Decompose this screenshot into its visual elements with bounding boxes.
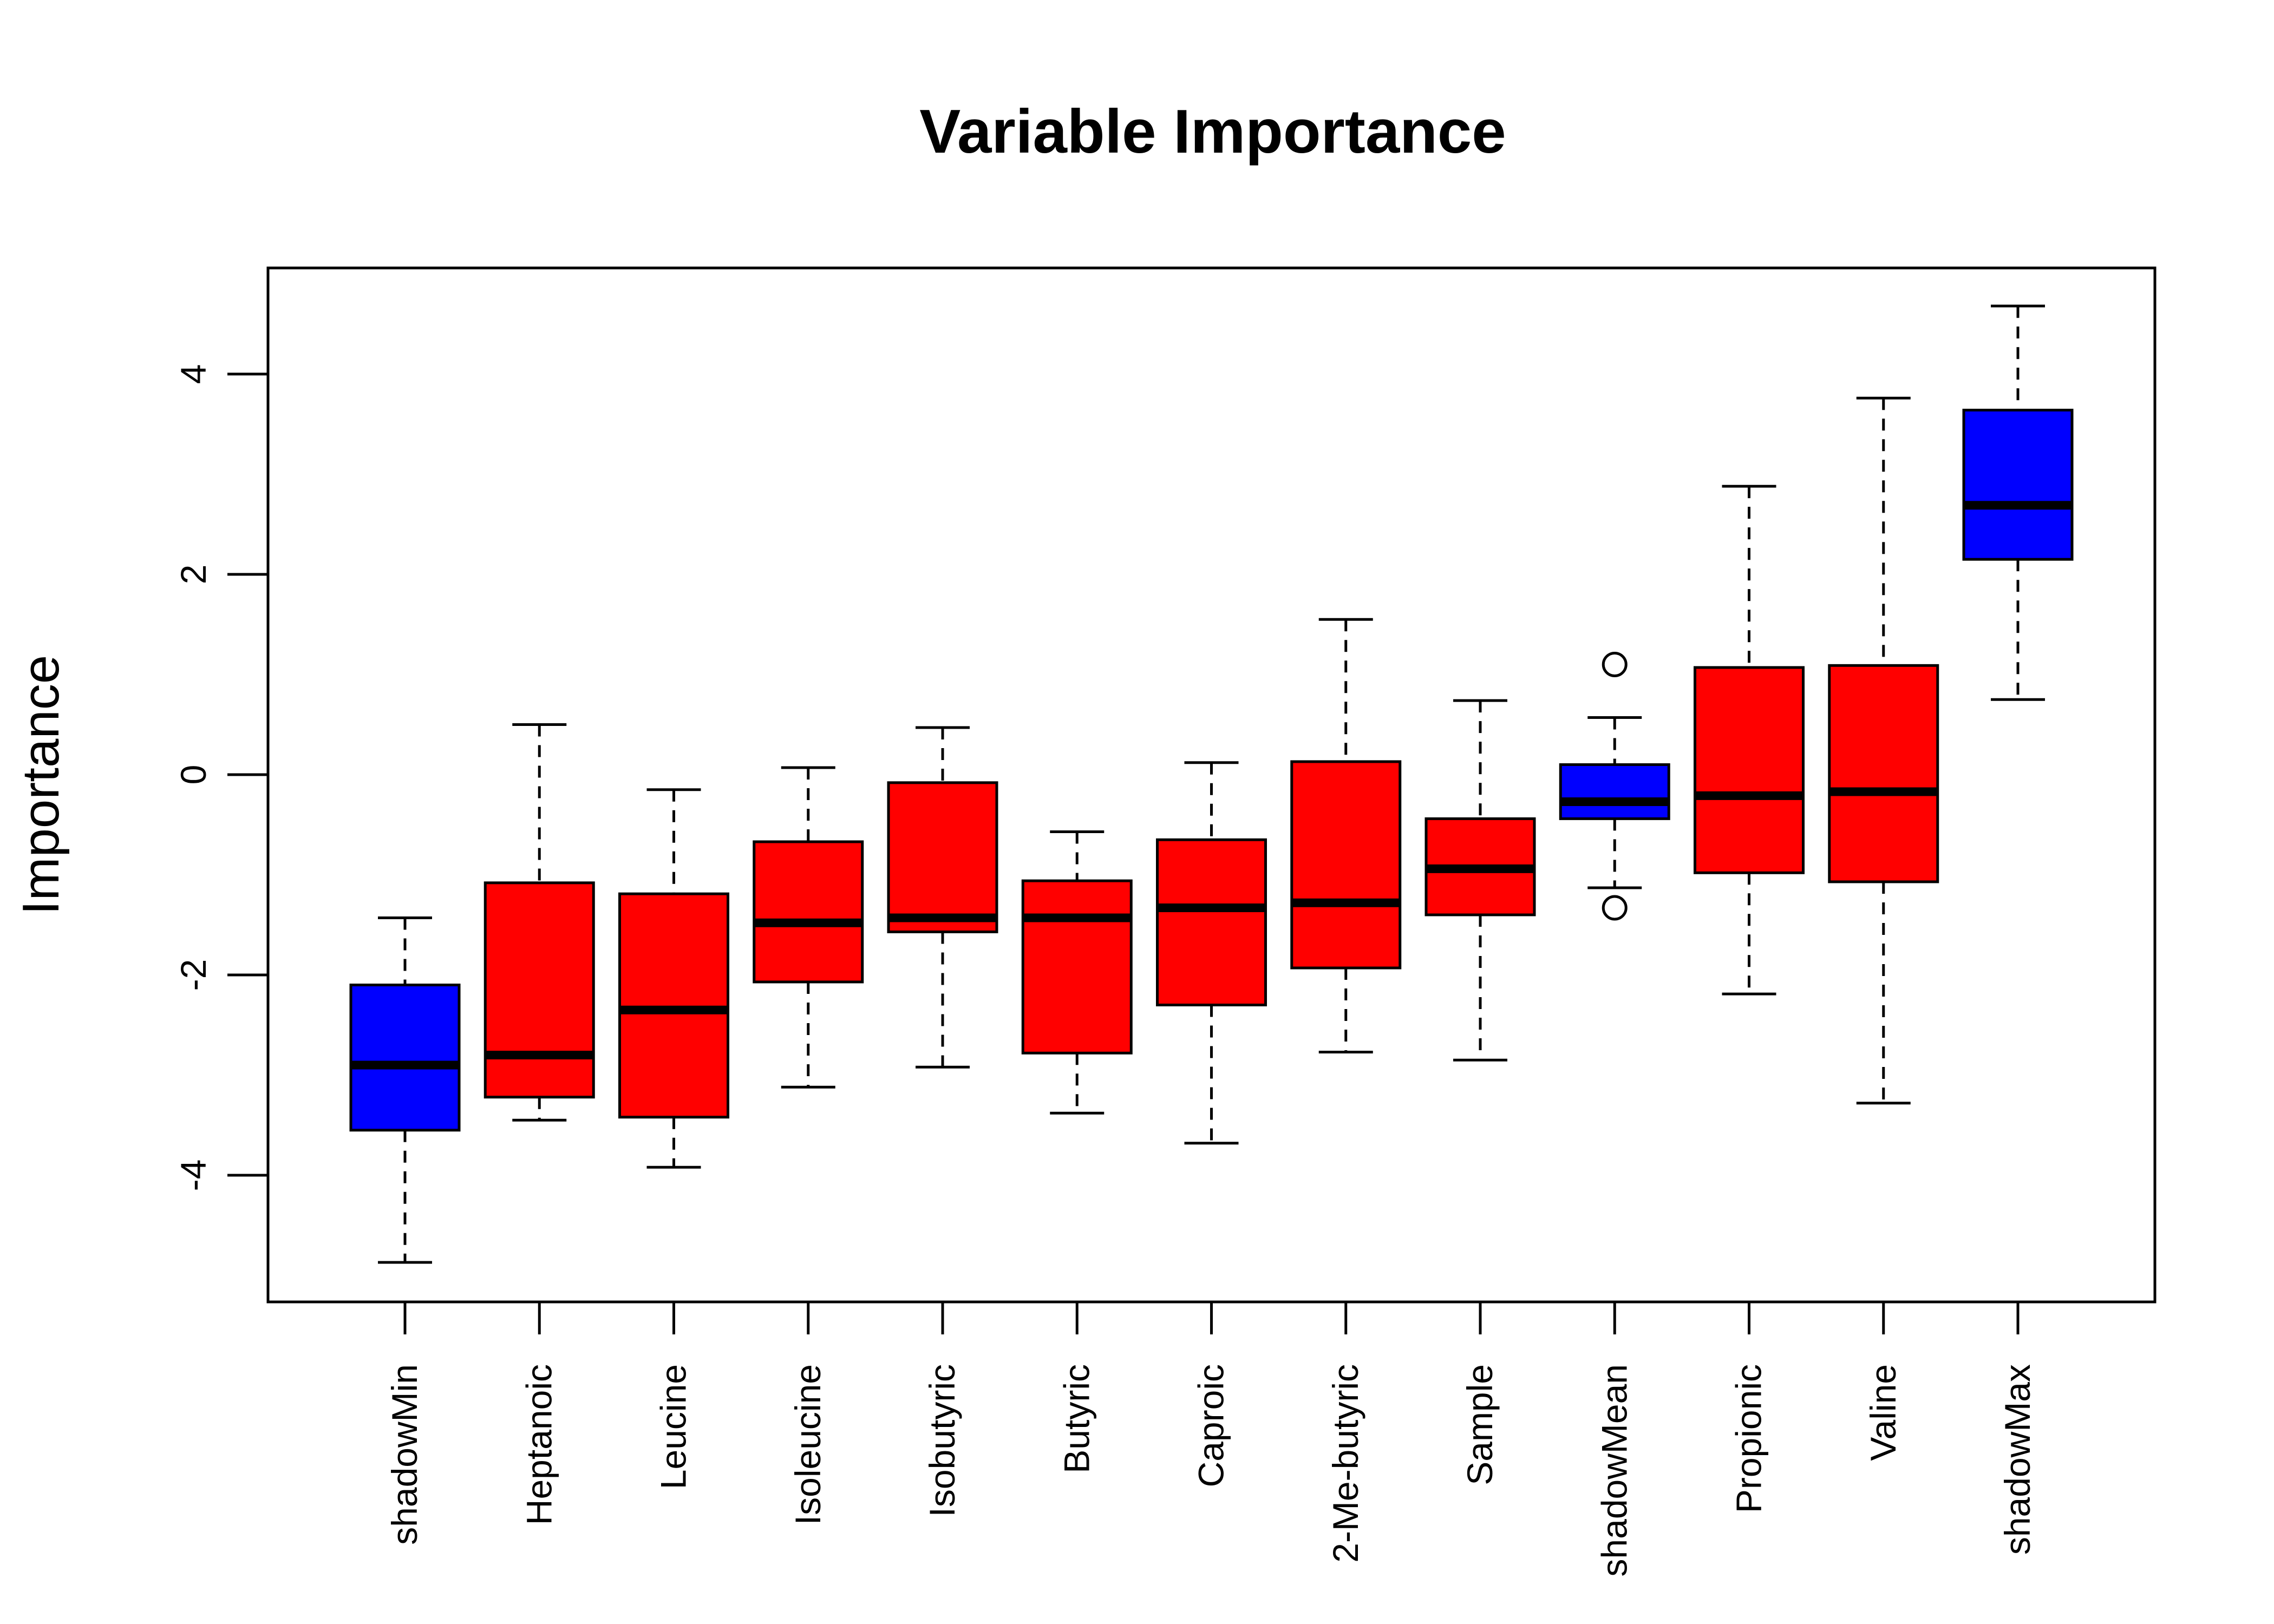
x-tick-label: Propionic [1729,1364,1769,1513]
box-body [349,984,461,1132]
boxes [349,304,2074,1264]
box-Isobutyric [887,726,998,1069]
y-axis-label: Importance [12,655,70,915]
x-tick-label: Heptanoic [519,1364,559,1525]
x-tick-label: Isobutyric [922,1364,962,1517]
x-tick-label: Leucine [654,1364,694,1489]
x-tick-label: shadowMax [1997,1364,2037,1555]
outlier-point [1602,652,1628,677]
x-tick-label: Valine [1863,1364,1903,1461]
box-body [1559,763,1670,820]
box-body [1962,409,2074,561]
box-Butyric [1021,830,1133,1115]
y-tick-label: 2 [173,565,213,585]
box-Leucine [618,788,729,1169]
box-shadowMin [349,916,461,1264]
box-Valine [1828,396,1939,1105]
box-body [1828,664,1939,883]
y-tick-label: -2 [173,959,213,991]
y-tick-label: 4 [173,364,213,384]
box-Sample [1424,699,1536,1062]
box-body [1021,879,1133,1055]
box-Heptanoic [483,723,595,1122]
box-body [483,881,595,1099]
box-shadowMax [1962,304,2074,701]
box-Propionic [1694,484,1805,996]
box-shadowMean [1559,652,1670,921]
x-axis: shadowMin Heptanoic Leucine Isoleucine Isobu… [384,1302,2037,1577]
box-body [887,781,998,933]
box-body [1290,760,1402,970]
x-tick-label: 2-Me-butyric [1325,1364,1365,1563]
box-Isoleucine [753,766,864,1089]
box-2-Me-butyric [1290,618,1402,1053]
y-tick-label: -4 [173,1160,213,1191]
box-body [1694,666,1805,874]
x-tick-label: Caproic [1191,1364,1231,1487]
box-body [618,892,729,1119]
y-axis: -4 -2 0 2 4 [173,364,268,1191]
x-tick-label: Sample [1460,1364,1500,1485]
y-tick-label: 0 [173,765,213,785]
x-tick-label: shadowMin [384,1364,424,1545]
outlier-point [1602,895,1628,921]
box-body [1156,838,1267,1006]
x-tick-label: Isoleucine [788,1364,828,1525]
x-tick-label: Butyric [1056,1364,1096,1474]
box-Caproic [1156,761,1267,1145]
chart-title: Variable Importance [919,97,1506,166]
box-body [753,840,864,984]
x-tick-label: shadowMean [1594,1364,1634,1577]
